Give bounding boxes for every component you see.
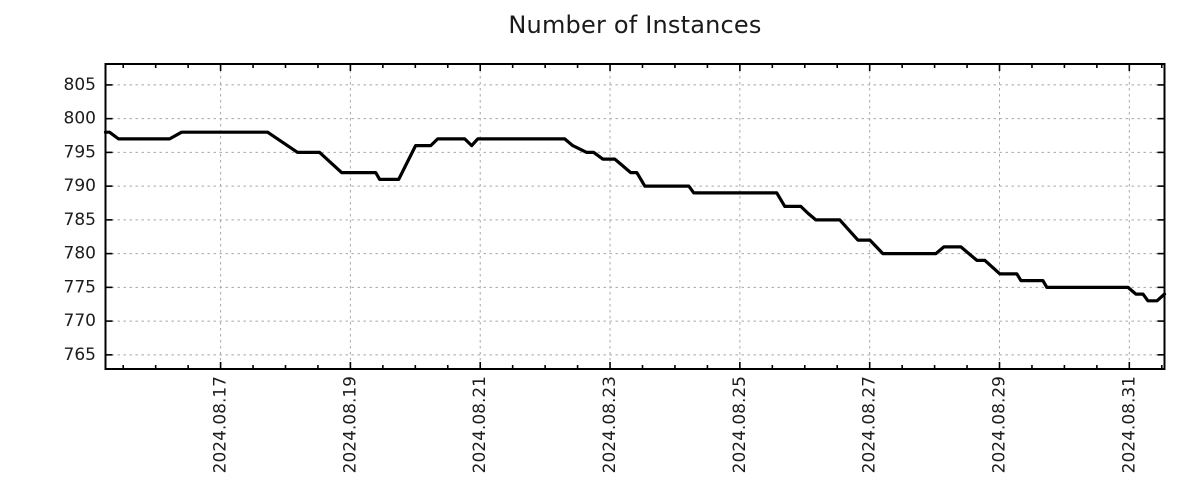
series-line-instances — [103, 130, 1167, 303]
y-tick-label: 790 — [64, 176, 96, 196]
plot-border — [104, 63, 1166, 370]
x-tick-label: 2024.08.25 — [730, 376, 750, 473]
y-tick-label: 775 — [64, 277, 96, 297]
y-tick-label: 780 — [64, 244, 96, 264]
x-tick-label: 2024.08.29 — [989, 376, 1009, 473]
x-tick-label: 2024.08.21 — [470, 376, 490, 473]
y-tick-label: 770 — [64, 311, 96, 331]
x-tick-label: 2024.08.23 — [600, 376, 620, 473]
y-tick-label: 785 — [64, 210, 96, 230]
chart-title: Number of Instances — [508, 11, 762, 39]
y-tick-label: 765 — [64, 345, 96, 365]
x-tick-label: 2024.08.17 — [211, 376, 231, 473]
y-tick-label: 805 — [64, 75, 96, 95]
x-tick-label: 2024.08.31 — [1119, 376, 1139, 473]
y-tick-label: 795 — [64, 142, 96, 162]
x-tick-label: 2024.08.27 — [860, 376, 880, 473]
y-tick-label: 800 — [64, 109, 96, 129]
x-tick-label: 2024.08.19 — [340, 376, 360, 473]
